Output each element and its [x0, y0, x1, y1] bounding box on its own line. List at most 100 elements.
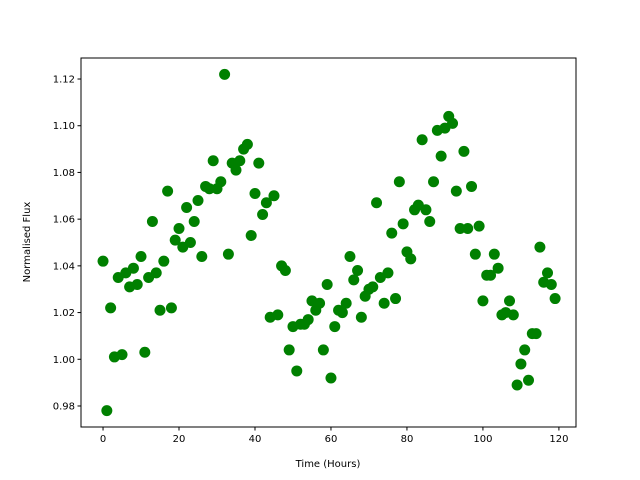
data-point — [325, 372, 337, 384]
data-point — [192, 194, 204, 206]
data-point — [469, 248, 481, 260]
y-tick-label: 1.06 — [53, 215, 75, 226]
x-tick-label: 100 — [473, 434, 492, 445]
data-point — [139, 346, 151, 358]
data-point — [340, 297, 352, 309]
x-tick-label: 60 — [325, 434, 338, 445]
data-point — [131, 279, 143, 291]
data-point — [283, 344, 295, 356]
data-point — [203, 183, 215, 195]
data-point — [424, 215, 436, 227]
data-point — [268, 190, 280, 202]
data-point — [291, 365, 303, 377]
data-point — [530, 328, 542, 340]
data-point — [416, 134, 428, 146]
data-point — [146, 215, 158, 227]
data-point — [253, 157, 265, 169]
data-point — [355, 311, 367, 323]
data-point — [336, 307, 348, 319]
data-point — [397, 218, 409, 230]
data-point — [507, 309, 519, 321]
data-point — [173, 222, 185, 234]
data-point — [169, 234, 181, 246]
y-tick-label: 1.08 — [53, 168, 75, 179]
y-tick-label: 1.00 — [53, 355, 75, 366]
data-point — [488, 248, 500, 260]
data-point — [241, 138, 253, 150]
data-point — [405, 253, 417, 265]
data-point — [317, 344, 329, 356]
data-point — [344, 251, 356, 263]
data-point — [162, 185, 174, 197]
data-point — [386, 227, 398, 239]
data-point — [207, 155, 219, 167]
data-point — [230, 164, 242, 176]
data-point — [154, 304, 166, 316]
data-point — [519, 344, 531, 356]
data-point — [454, 222, 466, 234]
data-point — [105, 302, 117, 314]
data-point — [101, 405, 113, 417]
data-point — [150, 267, 162, 279]
data-point — [219, 68, 231, 80]
data-point — [215, 176, 227, 188]
data-point — [450, 185, 462, 197]
data-point — [245, 229, 257, 241]
data-point — [116, 349, 128, 361]
data-point — [504, 295, 516, 307]
data-point — [272, 309, 284, 321]
data-point — [492, 262, 504, 274]
data-point — [549, 293, 561, 305]
data-point — [302, 314, 314, 326]
data-point — [485, 269, 497, 281]
data-point — [249, 187, 261, 199]
data-point — [466, 180, 478, 192]
data-point — [378, 297, 390, 309]
x-tick-label: 80 — [401, 434, 414, 445]
y-axis-label: Normalised Flux — [22, 202, 33, 283]
x-tick-label: 40 — [249, 434, 262, 445]
data-point — [428, 176, 440, 188]
data-point — [181, 201, 193, 213]
y-tick-label: 1.10 — [53, 121, 75, 132]
data-point — [352, 265, 364, 277]
data-point — [234, 155, 246, 167]
data-point — [196, 251, 208, 263]
y-tick-label: 1.02 — [53, 308, 75, 319]
data-point — [165, 302, 177, 314]
data-point — [435, 150, 447, 162]
data-point — [257, 208, 269, 220]
data-point — [329, 321, 341, 333]
x-tick-label: 20 — [173, 434, 186, 445]
data-point — [511, 379, 523, 391]
data-point — [348, 274, 360, 286]
data-point — [127, 262, 139, 274]
y-tick-label: 0.98 — [53, 401, 75, 412]
data-point — [420, 204, 432, 216]
data-point — [382, 267, 394, 279]
data-point — [97, 255, 109, 267]
x-axis: 0 20 40 60 80 100 120 — [100, 427, 568, 445]
data-point — [135, 251, 147, 263]
data-point — [371, 197, 383, 209]
data-point — [477, 295, 489, 307]
data-point — [188, 215, 200, 227]
data-point — [542, 267, 554, 279]
y-axis: 0.98 1.00 1.02 1.04 1.06 1.08 1.10 1.12 — [53, 75, 81, 412]
data-point — [462, 222, 474, 234]
data-point — [158, 255, 170, 267]
data-point — [222, 248, 234, 260]
data-point — [260, 197, 272, 209]
data-point — [473, 220, 485, 232]
y-tick-label: 1.04 — [53, 261, 75, 272]
data-point — [545, 279, 557, 291]
y-tick-label: 1.12 — [53, 75, 75, 86]
plot-frame — [80, 57, 577, 428]
data-point — [390, 293, 402, 305]
data-point — [321, 279, 333, 291]
x-axis-label: Time (Hours) — [295, 459, 361, 470]
data-point — [534, 241, 546, 253]
data-point — [393, 176, 405, 188]
